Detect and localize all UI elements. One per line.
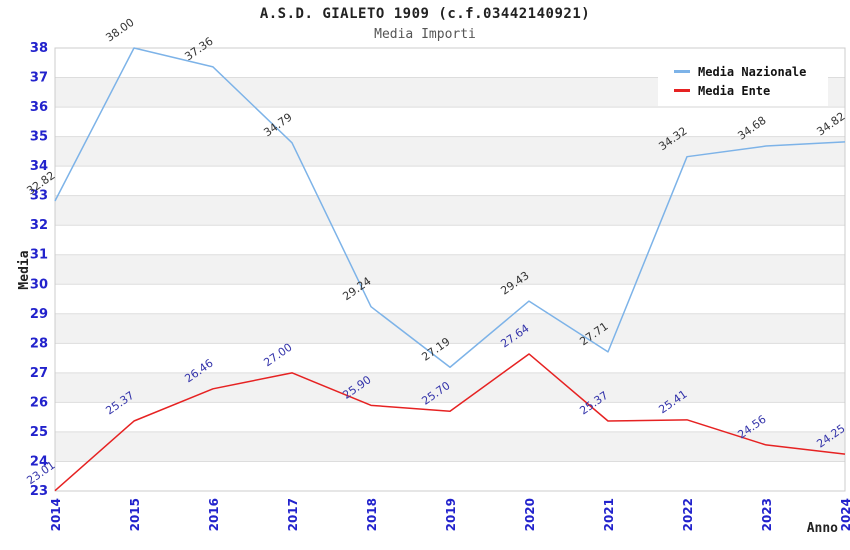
grid-band <box>55 313 845 344</box>
grid-band <box>55 136 845 167</box>
data-point-label: 34.82 <box>814 110 847 139</box>
x-tick-label: 2014 <box>49 498 63 531</box>
line-swatch-red <box>674 89 690 92</box>
data-point-label: 27.00 <box>261 341 294 370</box>
y-tick-label: 25 <box>30 425 48 440</box>
grid-band <box>55 431 845 462</box>
x-tick-label: 2016 <box>207 498 221 531</box>
y-tick-label: 36 <box>30 100 48 115</box>
line-swatch-blue <box>674 70 690 73</box>
y-tick-label: 37 <box>30 71 48 86</box>
y-tick-label: 24 <box>30 454 48 469</box>
x-tick-label: 2024 <box>839 498 850 531</box>
y-tick-label: 33 <box>30 189 48 204</box>
data-point-label: 37.36 <box>182 35 215 64</box>
chart-subtitle: Media Importi <box>374 27 476 42</box>
y-axis-title: Media <box>17 250 32 289</box>
x-tick-label: 2017 <box>286 498 300 531</box>
x-tick-label: 2019 <box>444 498 458 531</box>
x-tick-label: 2023 <box>760 498 774 531</box>
y-tick-label: 29 <box>30 307 48 322</box>
grid-band <box>55 195 845 226</box>
y-tick-label: 31 <box>30 248 48 263</box>
y-tick-label: 27 <box>30 366 48 381</box>
x-tick-label: 2020 <box>523 498 537 531</box>
x-tick-label: 2021 <box>602 498 616 531</box>
series-line-media-nazionale <box>54 47 846 369</box>
legend-item-media-nazionale: Media Nazionale <box>666 62 820 81</box>
y-tick-label: 28 <box>30 336 48 351</box>
x-tick-label: 2022 <box>681 498 695 531</box>
grid-band <box>55 254 845 285</box>
x-axis-title: Anno <box>807 521 838 536</box>
chart-legend: Media Nazionale Media Ente <box>658 56 828 106</box>
grid-band <box>55 372 845 403</box>
plot-border <box>54 47 846 492</box>
series-line-media-ente <box>54 353 846 492</box>
x-tick-label: 2015 <box>128 498 142 531</box>
y-tick-label: 30 <box>30 277 48 292</box>
y-tick-label: 32 <box>30 218 48 233</box>
data-point-label: 34.79 <box>261 111 294 140</box>
legend-label: Media Nazionale <box>698 64 807 79</box>
y-tick-label: 38 <box>30 41 48 56</box>
y-tick-label: 26 <box>30 395 48 410</box>
data-point-label: 38.00 <box>103 16 136 45</box>
legend-label: Media Ente <box>698 83 771 98</box>
y-tick-label: 35 <box>30 130 48 145</box>
y-tick-label: 34 <box>30 159 48 174</box>
legend-item-media-ente: Media Ente <box>666 81 820 100</box>
chart-title: A.S.D. GIALETO 1909 (c.f.03442140921) <box>259 6 591 22</box>
x-tick-label: 2018 <box>365 498 379 531</box>
y-tick-label: 23 <box>30 484 48 499</box>
